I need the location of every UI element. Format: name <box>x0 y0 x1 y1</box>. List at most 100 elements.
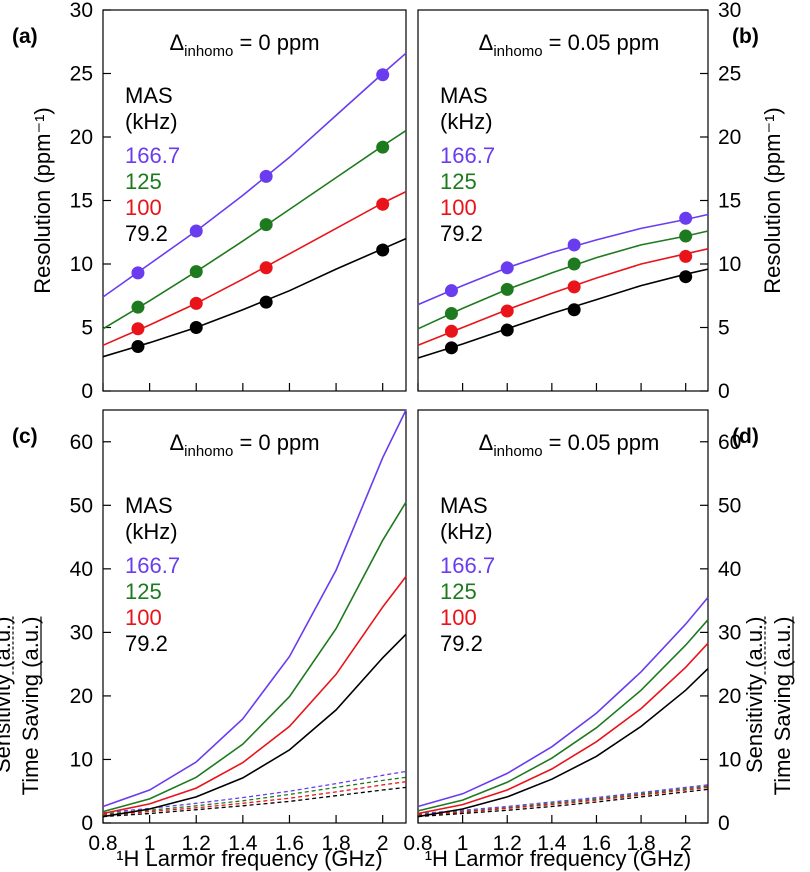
time-saving-curve <box>102 633 407 818</box>
y-tick-label: 0 <box>718 380 730 403</box>
x-axis-title: ¹H Larmor frequency (GHz) <box>116 846 383 871</box>
data-point <box>444 307 458 321</box>
legend-title-unit: (kHz) <box>125 109 178 134</box>
delta-title: Δinhomo = 0 ppm <box>169 30 319 60</box>
data-point <box>679 211 693 225</box>
y-tick-label: 30 <box>718 0 741 22</box>
y-tick-label: 20 <box>718 685 741 708</box>
legend-entry: 79.2 <box>440 221 483 246</box>
data-point <box>444 341 458 355</box>
data-point <box>131 266 145 280</box>
legend-entry: 166.7 <box>125 143 180 168</box>
data-point <box>567 257 581 271</box>
y-tick-label: 60 <box>70 431 93 454</box>
x-tick-label: 1.8 <box>626 832 655 855</box>
y-axis-title-time-saving: Time Saving (a.u.) <box>18 617 43 796</box>
data-point <box>189 224 203 238</box>
data-point <box>679 270 693 284</box>
data-point <box>376 140 390 154</box>
y-axis-title: Resolution (ppm⁻¹) <box>760 107 785 293</box>
time-saving-curve <box>102 576 407 815</box>
y-tick-label: 30 <box>70 0 93 22</box>
x-tick-label: 2 <box>377 832 389 855</box>
data-point <box>500 304 514 318</box>
y-tick-label: 30 <box>70 621 93 644</box>
time-saving-curve <box>102 409 407 808</box>
fit-curve <box>102 237 407 358</box>
sensitivity-curve <box>417 786 709 817</box>
y-tick-label: 0 <box>81 812 93 835</box>
delta-value: = 0 ppm <box>233 30 319 55</box>
legend-title-unit: (kHz) <box>125 519 178 544</box>
delta-value: = 0.05 ppm <box>543 430 660 455</box>
data-point <box>500 282 514 296</box>
plot-frame <box>102 409 407 824</box>
y-tick-label: 0 <box>718 812 730 835</box>
time-saving-curve <box>417 596 709 808</box>
data-point <box>189 265 203 279</box>
panel-label: (d) <box>732 425 759 448</box>
legend-entry: 79.2 <box>125 221 168 246</box>
x-tick-label: 1.6 <box>582 832 611 855</box>
legend-entry: 100 <box>125 605 162 630</box>
y-tick-label: 5 <box>718 317 730 340</box>
sensitivity-curve <box>102 781 407 817</box>
data-point <box>500 261 514 275</box>
y-tick-label: 40 <box>70 558 93 581</box>
x-tick-label: 1 <box>144 832 156 855</box>
data-point <box>259 295 273 309</box>
y-tick-label: 60 <box>718 431 741 454</box>
time-saving-curve <box>417 619 709 812</box>
data-point <box>567 303 581 317</box>
x-tick-label: 0.8 <box>403 832 432 855</box>
panel-label: (c) <box>12 425 38 448</box>
data-point <box>259 261 273 275</box>
legend-title: MAS <box>440 83 488 108</box>
legend-entry: 125 <box>440 169 477 194</box>
fit-curve <box>417 268 709 359</box>
data-point <box>189 296 203 310</box>
x-tick-label: 1.4 <box>537 832 567 855</box>
y-tick-label: 50 <box>718 494 741 517</box>
data-point <box>189 321 203 334</box>
legend-title: MAS <box>125 493 173 518</box>
legend-entry: 166.7 <box>440 553 495 578</box>
delta-title: Δinhomo = 0 ppm <box>169 430 319 460</box>
x-tick-label: 1.2 <box>493 832 522 855</box>
y-tick-label: 5 <box>81 317 93 340</box>
delta-title: Δinhomo = 0.05 ppm <box>479 30 660 60</box>
y-tick-label: 15 <box>718 190 741 213</box>
y-tick-label: 40 <box>718 558 741 581</box>
legend-entry: 125 <box>440 579 477 604</box>
legend-entry: 125 <box>125 579 162 604</box>
delta-subscript: inhomo <box>184 43 233 60</box>
y-tick-label: 20 <box>70 126 93 149</box>
y-tick-label: 50 <box>70 494 93 517</box>
legend-title-unit: (kHz) <box>440 109 493 134</box>
sensitivity-curve <box>102 776 407 815</box>
legend-title: MAS <box>125 83 173 108</box>
x-tick-label: 1.6 <box>275 832 304 855</box>
y-axis-title-sensitivity: Sensitivity (a.u.) <box>0 617 15 774</box>
y-tick-label: 25 <box>70 63 93 86</box>
x-tick-label: 1.8 <box>321 832 350 855</box>
delta-subscript: inhomo <box>493 443 542 460</box>
delta-symbol: Δ <box>479 30 494 55</box>
data-point <box>444 324 458 338</box>
delta-subscript: inhomo <box>493 43 542 60</box>
data-point <box>376 68 390 82</box>
panel-label: (b) <box>732 25 759 48</box>
time-saving-curve <box>102 501 407 813</box>
data-point <box>376 243 390 257</box>
delta-value: = 0.05 ppm <box>543 30 660 55</box>
y-axis-title-sensitivity: Sensitivity (a.u.) <box>742 617 767 774</box>
y-axis-title-time-saving: Time Saving (a.u.) <box>770 617 795 796</box>
data-point <box>376 197 390 211</box>
legend-entry: 79.2 <box>440 631 483 656</box>
delta-title: Δinhomo = 0.05 ppm <box>479 430 660 460</box>
data-point <box>131 340 145 354</box>
data-point <box>567 238 581 252</box>
x-tick-label: 2 <box>680 832 692 855</box>
y-tick-label: 15 <box>70 190 93 213</box>
